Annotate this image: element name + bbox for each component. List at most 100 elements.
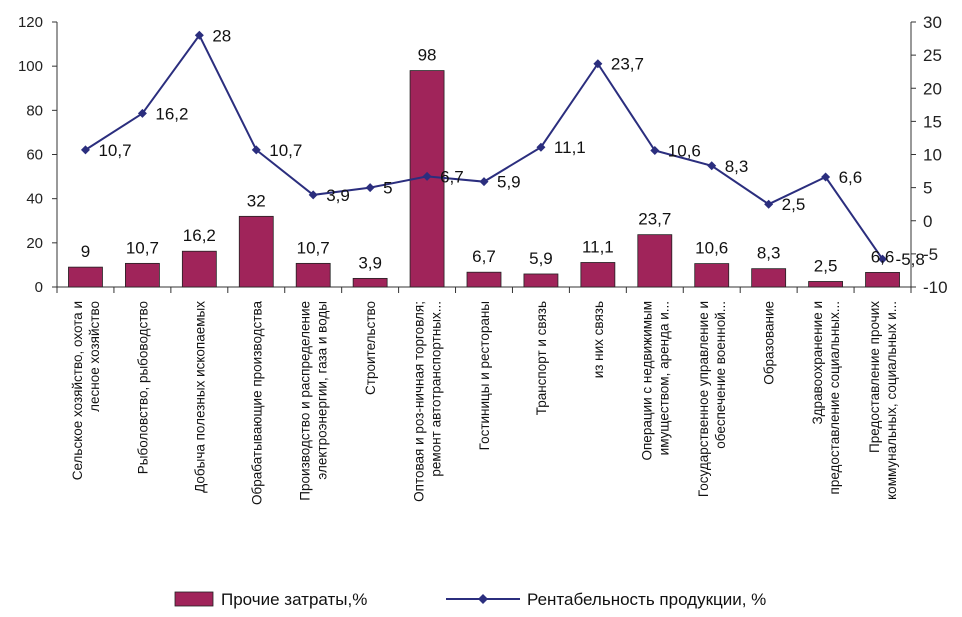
category-label-line: Государственное управление и [696,301,711,497]
category-label: Строительство [363,301,378,395]
category-label-line: Рыболовство, рыбоводство [135,301,150,474]
y-left-tick-label: 60 [26,147,43,164]
category-label-line: Гостиницы и рестораны [477,301,492,450]
category-label-line: Здравоохранение и [810,301,825,424]
y-right-tick-label: 25 [923,46,942,65]
legend-swatch-marker [478,594,488,604]
bar-value-label: 11,1 [582,237,614,256]
category-label-line: Предоставление прочих [867,301,882,453]
bar-value-label: 16,2 [183,226,216,245]
y-right-tick-label: 30 [923,13,942,32]
y-right-tick-label: -5 [923,245,938,264]
y-right-tick-label: -10 [923,278,948,297]
line-point [251,145,261,155]
line-value-label: 11,1 [554,138,586,157]
category-label: Государственное управление и обеспечение … [696,301,728,497]
bar-value-label: 10,6 [695,239,728,258]
bar-value-label: 5,9 [529,249,553,268]
category-labels: Сельское хозяйство, охота и лесное хозяйс… [70,301,899,505]
line-value-label: 6,6 [839,168,863,187]
bar [125,262,160,288]
category-label-text: из них связь [591,301,606,378]
line-value-label: 10,7 [269,141,302,160]
legend-swatch-bar [174,591,214,607]
bar [181,250,217,288]
category-label-line: лесное хозяйство [87,301,102,412]
y-right-tick-label: 10 [923,146,942,165]
line-point [365,183,375,193]
category-label: Предоставление прочих коммунальных, социа… [867,301,899,500]
line-series [80,30,888,264]
category-label: Добыча полезных ископаемых [192,301,207,493]
category-label-text: Образование [762,301,777,385]
line-value-label: 16,2 [155,104,188,123]
category-label-text: Производство и распределение электроэнерг… [298,301,330,501]
category-label-text: Рыболовство, рыбоводство [135,301,150,474]
line-point [707,161,717,171]
category-label-text: Транспорт и связь [534,301,549,415]
line-point [422,171,432,181]
bar [295,262,331,288]
y-left-tick-label: 100 [18,58,43,75]
category-label-line: обеспечение военной... [713,301,728,449]
category-label: Операции с недвижимым имуществом, аренда … [639,301,671,461]
category-label-text: Оптовая и роз-ничная торговля; ремонт авт… [412,301,444,502]
line-point [137,108,147,118]
bar [523,273,559,288]
bar-value-label: 6,7 [472,247,496,266]
y-left-tick-label: 40 [26,191,43,208]
category-label-line: Производство и распределение [298,301,313,501]
category-label: Гостиницы и рестораны [477,301,492,450]
line-point [479,177,489,187]
y-right-tick-label: 15 [923,112,942,131]
bar [352,277,388,288]
line-value-label: 10,6 [668,142,701,161]
line-point [308,190,318,200]
legend-label-bar: Прочие затраты,% [221,590,367,609]
category-label: Оптовая и роз-ничная торговля; ремонт авт… [412,301,444,502]
data-labels: 9 10,7 16,2 32 10,7 3,9 98 6,7 5,9 11,1 23,7 10,6 8,… [81,26,925,275]
bar-value-label: 23,7 [638,210,671,229]
category-label-line: Добыча полезных ископаемых [192,301,207,493]
category-label-line: электроэнергии, газа и воды [315,301,330,480]
category-label-text: Здравоохранение и предоставление социальн… [810,301,842,494]
bar [808,281,843,288]
line-point [536,142,546,152]
category-label: Производство и распределение электроэнерг… [298,301,330,501]
bar-value-label: 6,6 [871,247,895,266]
y-left-tick-label: 0 [35,279,43,296]
bar-value-label: 2,5 [814,256,838,275]
line-value-label: 2,5 [782,195,806,214]
bar [865,272,900,288]
y-left-tick-label: 120 [18,14,43,31]
y-left-tick-label: 80 [26,102,43,119]
bar-value-label: 9 [81,242,90,261]
category-label-text: Добыча полезных ископаемых [192,301,207,493]
category-label-line: Операции с недвижимым [639,301,654,461]
bar-value-label: 10,7 [297,238,330,257]
category-label: Транспорт и связь [534,301,549,415]
line-value-label: 23,7 [611,55,644,74]
category-label: Здравоохранение и предоставление социальн… [810,301,842,494]
y-right-tick-label: 5 [923,179,932,198]
bar-value-label: 10,7 [126,238,159,257]
category-label-text: Операции с недвижимым имуществом, аренда … [639,301,671,461]
bar-series [68,70,900,288]
legend-label-line: Рентабельность продукции, % [527,590,766,609]
category-label-text: Гостиницы и рестораны [477,301,492,450]
line-point [593,59,603,69]
category-label-text: Обрабатывающие производства [249,301,264,505]
line-value-label: 6,7 [440,167,464,186]
category-label: из них связь [591,301,606,378]
category-label-line: Сельское хозяйство, охота и [70,301,85,480]
bar-value-label: 8,3 [757,244,781,263]
category-label-line: ремонт автотранспортных... [429,301,444,477]
bar-value-label: 32 [247,191,266,210]
category-label-line: Обрабатывающие производства [249,301,264,505]
bar [68,266,103,288]
legend: Прочие затраты,% Рентабельность продукции… [174,590,766,609]
category-label-text: Сельское хозяйство, охота и лесное хозяйс… [70,301,102,480]
line-value-label: 28 [212,26,231,45]
category-label-line: предоставление социальных... [827,301,842,494]
